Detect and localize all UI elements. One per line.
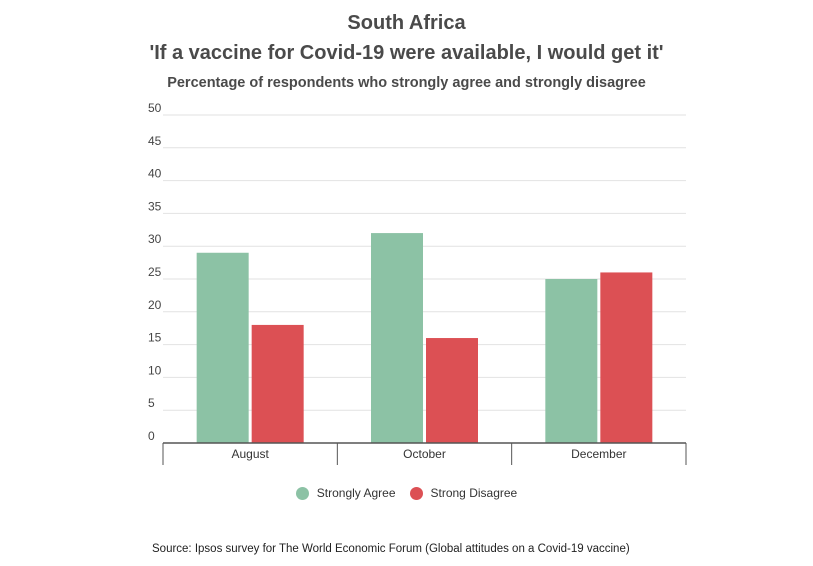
- y-tick-label: 35: [148, 199, 162, 213]
- bar-strongly-agree-august[interactable]: [196, 252, 249, 443]
- x-tick-label: August: [231, 447, 269, 461]
- y-tick-label: 45: [148, 134, 162, 148]
- chart-description: Percentage of respondents who strongly a…: [167, 75, 646, 91]
- legend-item-strongly-agree[interactable]: Strongly Agree: [295, 486, 396, 500]
- gridlines: [163, 114, 686, 411]
- y-tick-label: 10: [148, 363, 162, 377]
- legend-swatch-strong-disagree: [409, 486, 423, 500]
- bar-strongly-agree-december[interactable]: [545, 279, 598, 443]
- y-tick-label: 25: [148, 265, 162, 279]
- legend-label-strong-disagree: Strong Disagree: [430, 486, 518, 500]
- y-axis-ticks: 0 5 10 15 20 25 30 35 40 45 50: [148, 101, 162, 443]
- x-axis: August October December: [162, 442, 687, 465]
- chart-subtitle: 'If a vaccine for Covid-19 were availabl…: [149, 42, 664, 64]
- legend-label-strongly-agree: Strongly Agree: [316, 486, 396, 500]
- y-tick-label: 20: [148, 298, 162, 312]
- bars: [196, 233, 653, 443]
- legend: Strongly Agree Strong Disagree: [0, 486, 813, 500]
- bar-strongly-agree-october[interactable]: [371, 233, 423, 443]
- bar-strong-disagree-october[interactable]: [426, 338, 478, 443]
- y-tick-label: 5: [148, 396, 155, 410]
- y-tick-label: 0: [148, 429, 155, 443]
- y-tick-label: 50: [148, 101, 162, 115]
- chart-title: South Africa: [347, 12, 466, 34]
- y-tick-label: 40: [148, 167, 162, 181]
- y-tick-label: 30: [148, 232, 162, 246]
- source-note: Source: Ipsos survey for The World Econo…: [152, 543, 630, 555]
- x-tick-label: October: [403, 447, 446, 461]
- bar-strong-disagree-december[interactable]: [600, 272, 653, 443]
- bar-strong-disagree-august[interactable]: [251, 324, 304, 443]
- x-tick-label: December: [571, 447, 626, 461]
- y-tick-label: 15: [148, 331, 162, 345]
- legend-swatch-strongly-agree: [295, 486, 309, 500]
- legend-item-strong-disagree[interactable]: Strong Disagree: [409, 486, 518, 500]
